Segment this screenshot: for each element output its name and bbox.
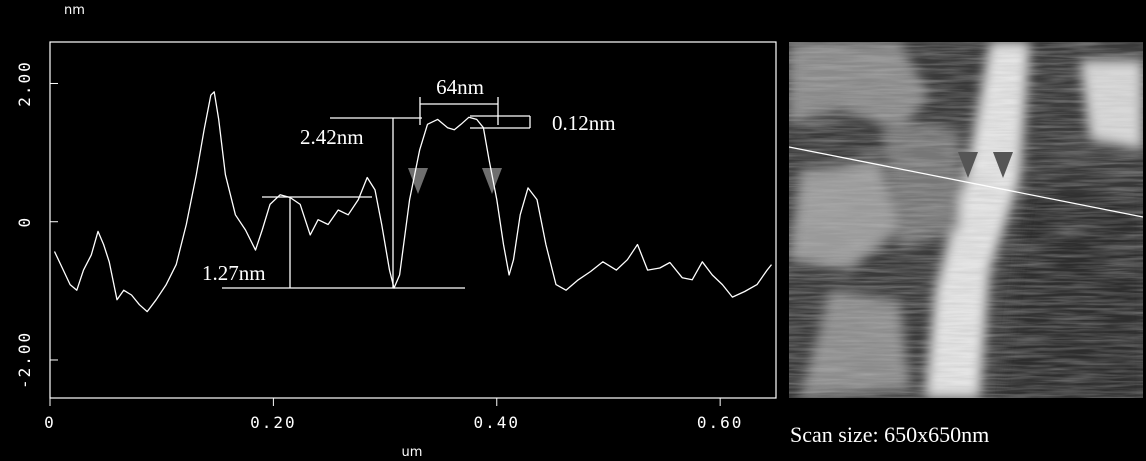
annotation: 64nm: [436, 75, 484, 99]
annotation: 1.27nm: [202, 261, 266, 285]
x-tick-label: 0.40: [474, 413, 521, 432]
x-tick-label: 0: [44, 413, 56, 432]
x-tick-label: 0.60: [697, 413, 744, 432]
afm-image: [789, 42, 1143, 398]
plot-frame: [49, 41, 777, 399]
cursor-marker: [482, 168, 502, 194]
annotation: 2.42nm: [300, 125, 364, 149]
y-axis-label: nm: [64, 3, 85, 18]
y-tick-label: -2.00: [15, 331, 34, 389]
annotations: 64nm 0.12nm 2.42nm 1.27nm: [202, 75, 616, 289]
y-tick-label: 2.00: [15, 60, 34, 107]
x-axis-label: um: [402, 445, 423, 460]
annotation: 0.12nm: [552, 111, 616, 135]
scan-size-caption: Scan size: 650x650nm: [790, 422, 989, 447]
x-tick-label: 0.20: [250, 413, 297, 432]
cursor-marker: [408, 168, 428, 194]
profile-line: [53, 91, 773, 313]
y-tick-label: 0: [15, 216, 34, 228]
